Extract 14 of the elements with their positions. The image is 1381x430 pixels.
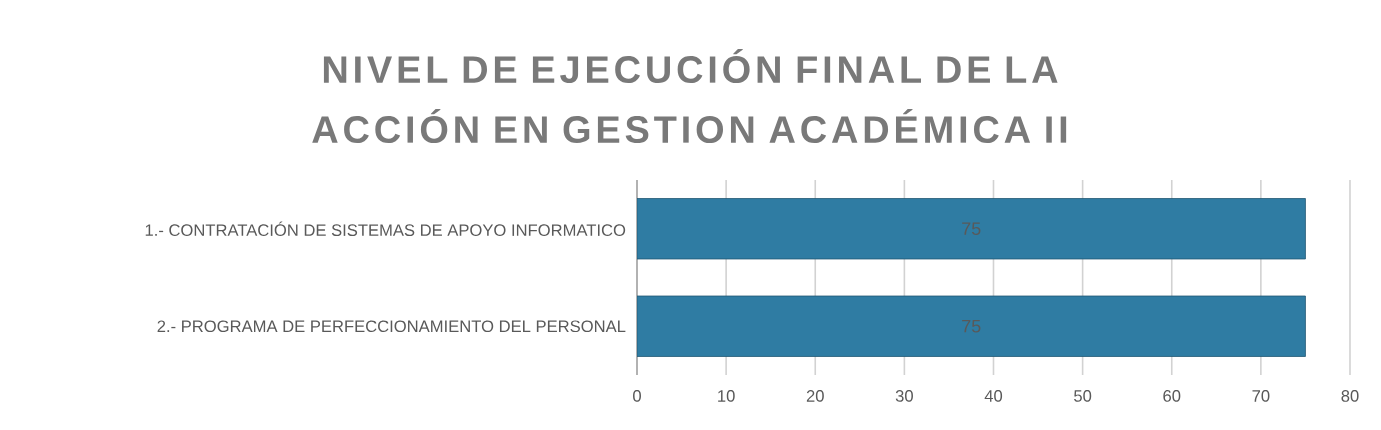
x-tick-label: 30: [895, 390, 913, 402]
y-tick-label: 1.- CONTRATACIÓN DE SISTEMAS DE APOYO INFORMATICO: [145, 221, 626, 237]
x-tick-label: 20: [806, 390, 824, 402]
x-tick-label: 40: [984, 390, 1003, 402]
chart-title: NIVEL DE EJECUCIÓN FINAL DE LA ACCIÓN EN GESTION ACADÉMICA II: [312, 49, 1067, 144]
x-tick-label: 60: [1163, 390, 1181, 402]
y-tick-label: 2.- PROGRAMA DE PERFECCIONAMIENTO DEL PERSONAL: [157, 320, 626, 333]
x-tick-label: 80: [1341, 390, 1359, 402]
x-tick-label: 50: [1074, 390, 1092, 402]
data-label: 75: [962, 222, 981, 236]
x-tick-label: 70: [1252, 390, 1270, 402]
x-tick-label: 10: [718, 390, 735, 402]
data-label: 75: [962, 319, 981, 333]
x-tick-label: 0: [633, 390, 641, 402]
